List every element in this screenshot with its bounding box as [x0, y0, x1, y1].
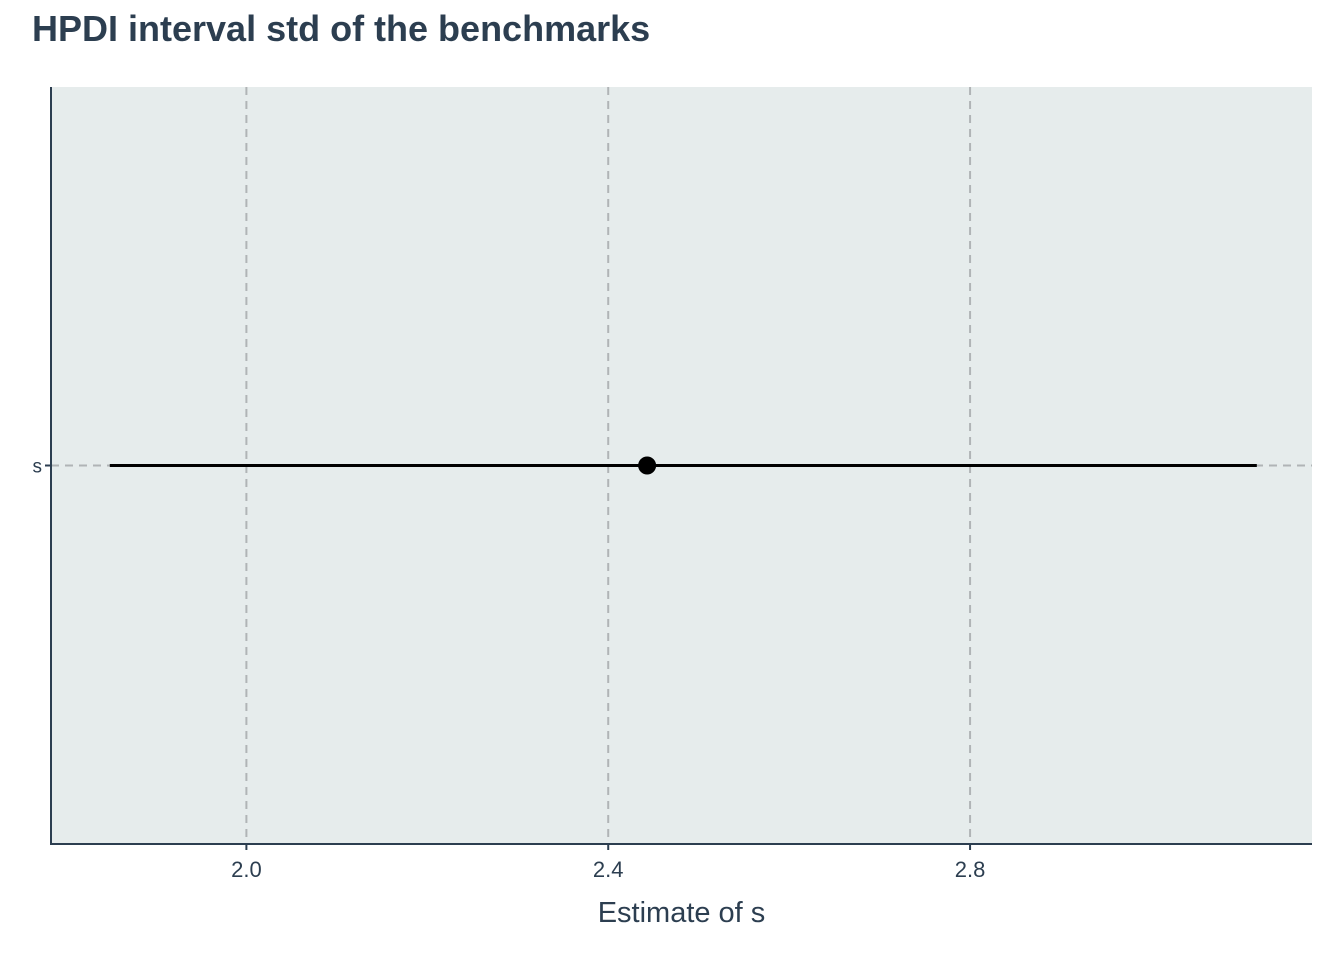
chart-title: HPDI interval std of the benchmarks [32, 8, 651, 49]
x-tick-label: 2.0 [231, 857, 262, 882]
point-estimate [638, 456, 657, 475]
x-tick-label: 2.4 [593, 857, 624, 882]
x-axis-title: Estimate of s [598, 897, 766, 929]
x-tick-label: 2.8 [955, 857, 986, 882]
y-tick-label: s [33, 457, 43, 478]
